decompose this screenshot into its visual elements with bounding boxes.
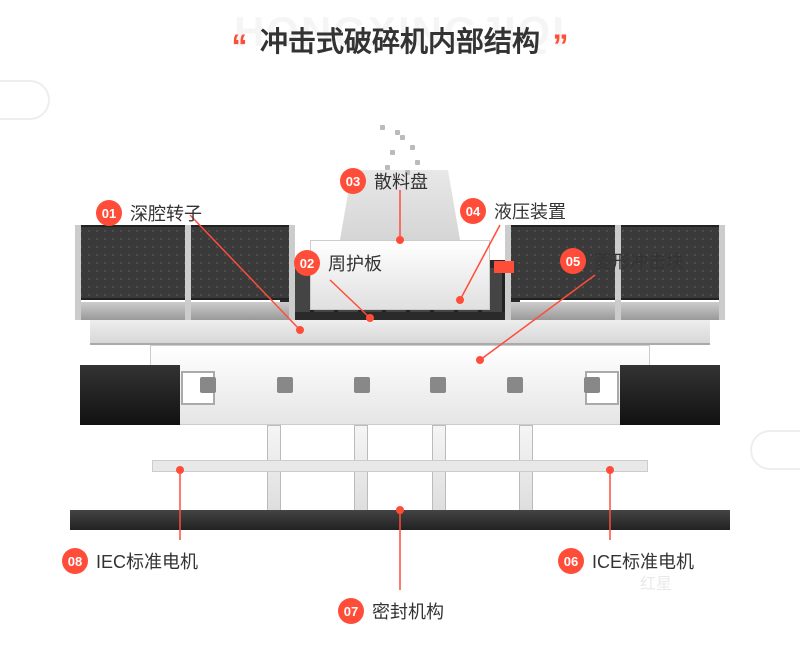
callout-number: 02	[294, 250, 320, 276]
callout-text: IEC标准电机	[96, 548, 198, 574]
callout-label-03: 03 散料盘	[340, 168, 428, 194]
callout-number: 07	[338, 598, 364, 624]
callout-text: ICE标准电机	[592, 548, 694, 574]
page-title: 冲击式破碎机内部结构	[260, 20, 540, 60]
callout-number: 03	[340, 168, 366, 194]
callout-label-06: 06 ICE标准电机	[558, 548, 694, 574]
diagram-area: 01深腔转子02周护板03散料盘04液压装置05菱形冲击块06ICE标准电机07…	[0, 70, 800, 596]
callout-label-08: 08 IEC标准电机	[62, 548, 198, 574]
callout-text: 密封机构	[372, 598, 444, 624]
callout-number: 06	[558, 548, 584, 574]
callout-label-05: 05 菱形冲击块	[560, 248, 684, 274]
callout-text: 菱形冲击块	[594, 248, 684, 274]
callout-text: 周护板	[328, 250, 382, 276]
callout-number: 08	[62, 548, 88, 574]
quote-left-icon: “	[232, 28, 248, 64]
callout-label-07: 07 密封机构	[338, 598, 444, 624]
callout-text: 散料盘	[374, 168, 428, 194]
title-bar: “ 冲击式破碎机内部结构 ”	[0, 20, 800, 65]
callout-label-01: 01 深腔转子	[96, 200, 202, 226]
callout-label-02: 02 周护板	[294, 250, 382, 276]
callout-number: 04	[460, 198, 486, 224]
callout-number: 01	[96, 200, 122, 226]
callout-lines	[0, 70, 800, 666]
quote-right-icon: ”	[552, 28, 568, 64]
callout-label-04: 04 液压装置	[460, 198, 566, 224]
callout-text: 液压装置	[494, 198, 566, 224]
callout-number: 05	[560, 248, 586, 274]
callout-text: 深腔转子	[130, 200, 202, 226]
